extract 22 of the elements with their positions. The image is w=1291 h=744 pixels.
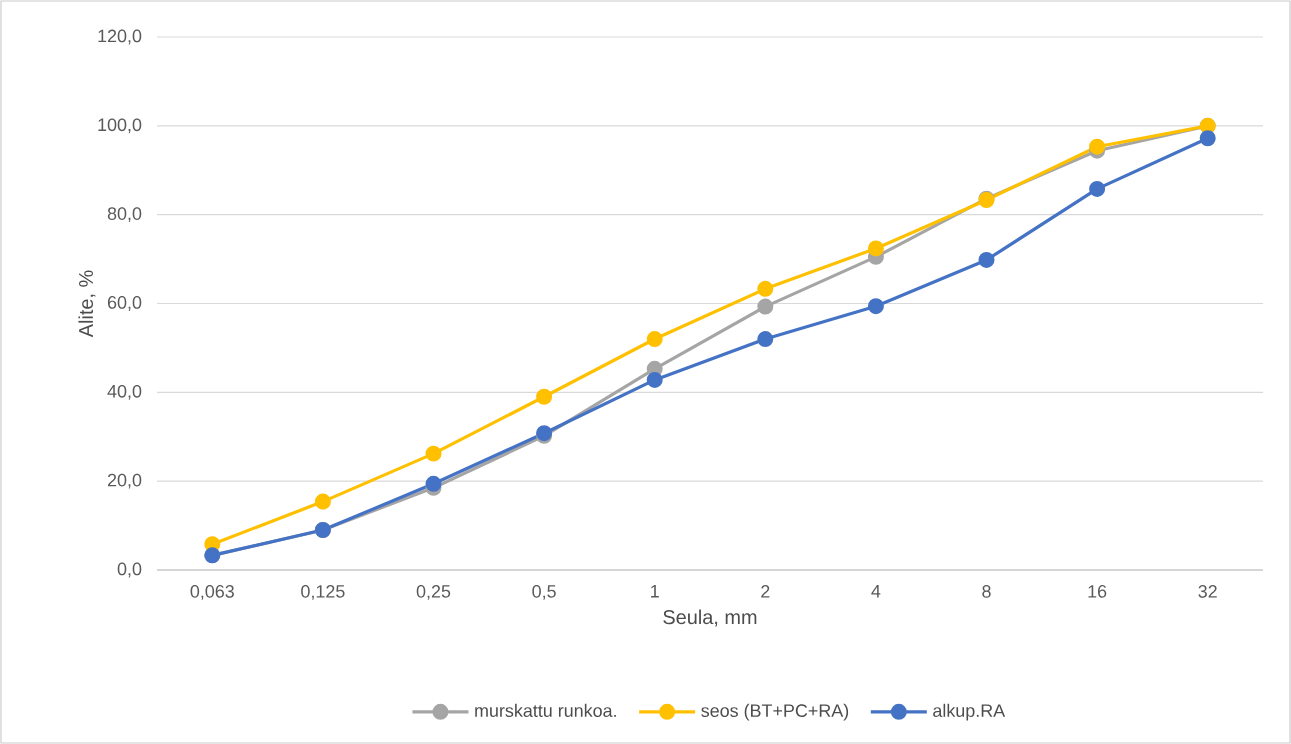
- x-axis-title: Seula, mm: [663, 609, 757, 627]
- x-tick-label: 32: [1198, 585, 1217, 598]
- x-tick-label: 8: [982, 585, 991, 598]
- y-axis-title: Alite, %: [78, 270, 96, 338]
- x-tick-label: 0,25: [416, 585, 451, 600]
- x-tick-label: 0,063: [190, 585, 234, 600]
- y-tick-label: 120,0: [98, 29, 142, 45]
- x-tick-label: 0,125: [301, 585, 345, 600]
- x-tick-label: 0,5: [532, 585, 556, 600]
- x-tick-label: 2: [761, 585, 770, 598]
- y-tick-label: 40,0: [107, 384, 142, 400]
- legend-label: seos (BT+PC+RA): [701, 703, 849, 721]
- x-tick-label: 16: [1088, 585, 1107, 598]
- y-tick-label: 60,0: [107, 296, 142, 311]
- y-tick-label: 80,0: [107, 207, 142, 223]
- y-tick-label: 0,0: [117, 562, 142, 578]
- legend-label: murskattu runkoa.: [475, 703, 616, 717]
- x-tick-label: 1: [651, 585, 659, 598]
- y-tick-label: 20,0: [107, 473, 142, 489]
- y-tick-label: 100,0: [98, 118, 142, 134]
- legend-label: alkup.RA: [933, 703, 1006, 721]
- x-tick-label: 4: [871, 585, 881, 598]
